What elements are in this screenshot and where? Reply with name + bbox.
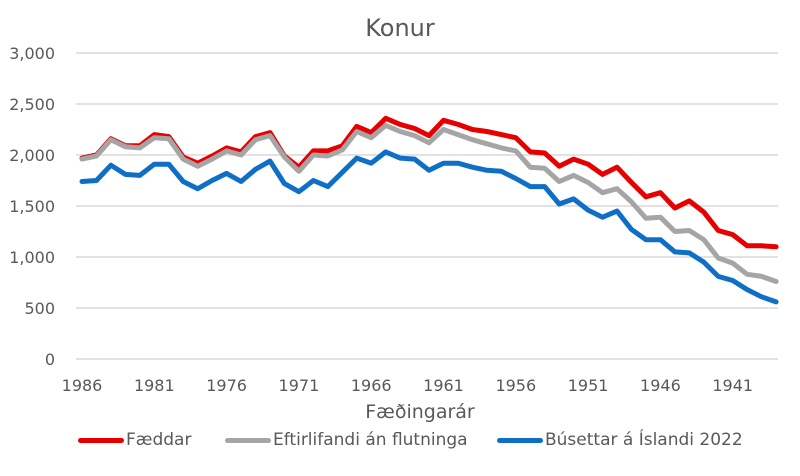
y-tick-label: 2,500 xyxy=(9,95,55,114)
legend-label: Fæddar xyxy=(126,430,192,450)
x-axis-ticks: 1986 1981 1976 1971 1966 1961 1956 1951 1946 1941 xyxy=(62,376,753,395)
chart-title: Konur xyxy=(365,14,435,42)
x-tick-label: 1966 xyxy=(351,376,392,395)
x-axis-label: Fæðingarár xyxy=(365,401,475,423)
x-tick-label: 1956 xyxy=(495,376,536,395)
x-tick-label: 1981 xyxy=(134,376,175,395)
y-tick-label: 2,000 xyxy=(9,146,55,165)
x-tick-label: 1976 xyxy=(206,376,247,395)
series-line-2 xyxy=(79,149,779,305)
legend: Fæddar Eftirlifandi án flutninga Búsetta… xyxy=(0,428,800,452)
y-tick-label: 1,000 xyxy=(9,248,55,267)
x-tick-label: 1961 xyxy=(423,376,464,395)
legend-item-eftirlifandi[interactable]: Eftirlifandi án flutninga xyxy=(225,428,468,452)
legend-item-busettar[interactable]: Búsettar á Íslandi 2022 xyxy=(497,428,743,452)
legend-label: Búsettar á Íslandi 2022 xyxy=(545,430,743,450)
y-tick-label: 0 xyxy=(45,350,55,369)
y-tick-label: 500 xyxy=(24,299,55,318)
x-tick-label: 1946 xyxy=(640,376,681,395)
x-tick-label: 1986 xyxy=(62,376,103,395)
y-axis-ticks: 0 500 1,000 1,500 2,000 2,500 3,000 xyxy=(9,44,55,369)
y-tick-label: 1,500 xyxy=(9,197,55,216)
legend-swatch-gray-line-icon xyxy=(225,437,271,443)
x-tick-label: 1951 xyxy=(568,376,609,395)
legend-swatch-red-line-icon xyxy=(78,437,124,443)
x-tick-label: 1971 xyxy=(279,376,320,395)
series-line-1 xyxy=(79,122,779,284)
legend-item-faeddar[interactable]: Fæddar xyxy=(78,428,191,452)
series-lines xyxy=(79,115,779,305)
x-tick-label: 1941 xyxy=(712,376,753,395)
series-line-0 xyxy=(79,115,779,250)
legend-swatch-blue-line-icon xyxy=(497,437,543,443)
legend-label: Eftirlifandi án flutninga xyxy=(273,430,468,450)
y-tick-label: 3,000 xyxy=(9,44,55,63)
gridlines xyxy=(76,52,778,360)
